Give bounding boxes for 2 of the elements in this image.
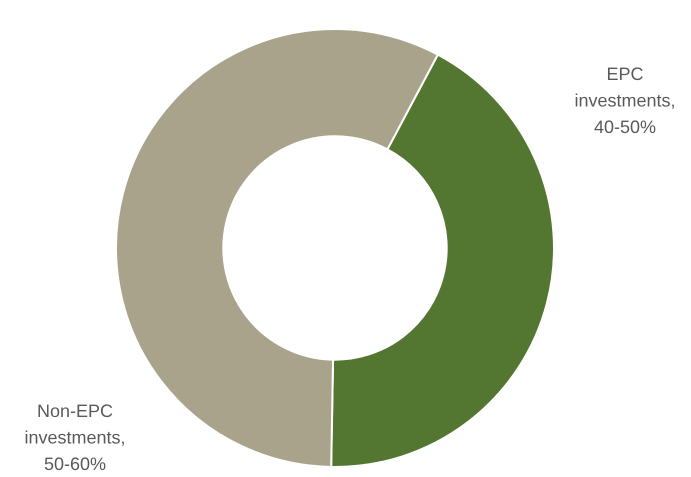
slice-label: EPC investments, 40-50% [574, 64, 676, 137]
slice-label: Non-EPC investments, 50-60% [24, 400, 126, 474]
